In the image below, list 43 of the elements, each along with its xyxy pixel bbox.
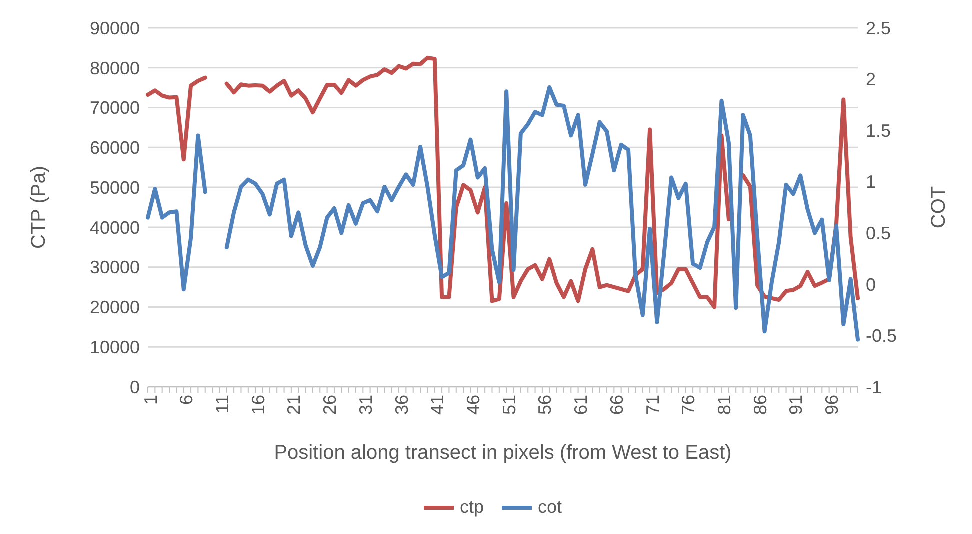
x-tick-label: 46 [464,395,484,416]
x-tick-label: 11 [212,395,232,414]
x-tick-label: 6 [176,395,197,406]
x-tick-label: 71 [642,395,663,416]
legend-label: ctp [460,497,484,518]
x-tick-label: 31 [356,395,376,416]
x-tick-label: 26 [320,395,340,416]
y-tick-label: 40000 [90,218,140,238]
y-tick-label: 50000 [90,178,140,198]
y-tick-label: 0 [130,377,140,398]
y-tick-label: 10000 [90,338,140,358]
x-axis-title: Position along transect in pixels (from West to East) [274,442,732,464]
x-tick-label: 51 [499,395,520,416]
x-tick-label: 61 [571,395,592,416]
x-tick-label: 41 [428,395,448,416]
y-tick-label: 80000 [90,58,140,78]
x-tick-label: 86 [750,395,770,416]
x-tick-label: 81 [714,395,735,416]
y2-tick-label: -1 [866,377,882,398]
x-tick-label: 56 [535,395,556,416]
y2-tick-label: 0 [866,274,876,295]
x-tick-label: 91 [786,395,806,416]
y-tick-label: 70000 [90,98,140,118]
y-tick-label: 30000 [90,258,140,278]
x-tick-label: 21 [284,395,304,416]
y2-tick-label: -0.5 [866,326,898,346]
x-tick-label: 96 [822,395,842,416]
y2-tick-label: 1 [866,172,876,192]
y-axis-title: CTP (Pa) [28,166,50,249]
y2-tick-label: 2 [866,70,876,90]
y2-tick-label: 1.5 [866,120,892,141]
x-tick-label: 16 [248,395,268,416]
legend-label: cot [538,497,562,518]
y-tick-label: 60000 [90,138,140,158]
x-tick-label: 36 [392,395,412,416]
x-tick-label: 1 [140,395,161,406]
y2-tick-label: 2.5 [866,18,892,38]
y-tick-label: 20000 [90,298,140,318]
x-tick-label: 66 [606,395,627,416]
y2-tick-label: 0.5 [866,224,892,244]
x-tick-label: 76 [678,395,699,416]
y2-axis-title: COT [928,186,950,229]
y-tick-label: 90000 [90,18,140,38]
